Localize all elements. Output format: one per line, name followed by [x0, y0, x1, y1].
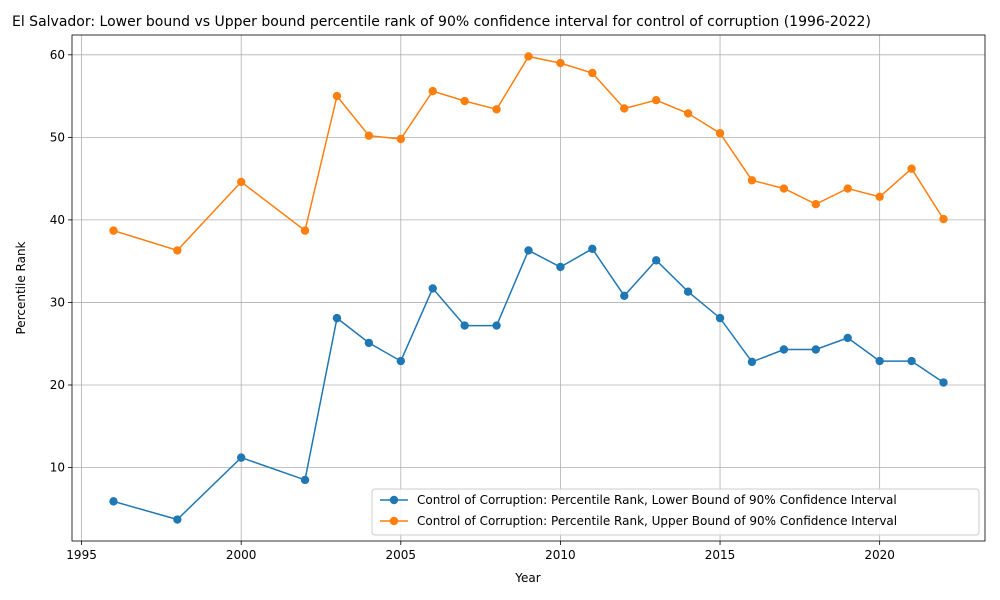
x-tick-label: 2000 — [226, 548, 257, 562]
series-upper-bound — [109, 52, 948, 255]
data-point — [524, 52, 533, 61]
data-point — [173, 246, 182, 255]
data-point — [779, 345, 789, 354]
y-axis-ticks: 10 20 30 40 50 60 — [50, 48, 72, 475]
data-point — [811, 200, 821, 209]
data-point — [492, 105, 501, 114]
y-tick-label: 60 — [50, 48, 65, 62]
data-point — [460, 96, 469, 106]
y-axis-label: Percentile Rank — [14, 241, 28, 334]
x-tick-label: 2010 — [545, 548, 576, 562]
y-tick-label: 20 — [50, 378, 65, 392]
data-point — [683, 109, 693, 118]
series-layer — [109, 52, 948, 524]
data-point — [300, 475, 310, 485]
y-tick-label: 50 — [50, 130, 65, 144]
data-point — [939, 378, 948, 387]
data-point — [524, 246, 533, 255]
data-point — [875, 356, 884, 366]
data-point — [428, 86, 437, 96]
legend-box — [371, 488, 980, 536]
data-point — [939, 214, 948, 224]
data-point — [300, 226, 310, 235]
data-point — [715, 129, 725, 138]
x-axis-ticks: 1995 2000 2005 2010 2015 2020 — [66, 541, 895, 562]
chart-title: El Salvador: Lower bound vs Upper bound … — [12, 14, 871, 30]
data-point — [460, 321, 469, 330]
y-tick-label: 40 — [50, 213, 65, 227]
y-tick-label: 30 — [50, 295, 65, 309]
data-point — [109, 497, 118, 506]
data-point — [875, 192, 884, 201]
series-lower-bound — [109, 244, 948, 524]
x-tick-label: 2005 — [386, 548, 417, 562]
legend-marker — [389, 495, 399, 505]
data-point — [396, 356, 406, 366]
data-point — [109, 226, 118, 235]
data-point — [620, 104, 629, 113]
data-point — [236, 453, 246, 462]
data-point — [843, 333, 852, 343]
data-point — [556, 262, 565, 272]
data-point — [651, 96, 661, 105]
data-point — [364, 131, 374, 140]
data-point — [683, 287, 693, 296]
data-point — [651, 256, 661, 265]
data-point — [907, 356, 916, 366]
data-point — [747, 357, 757, 367]
data-point — [396, 134, 406, 144]
data-point — [492, 321, 501, 330]
x-axis-label: Year — [514, 571, 540, 585]
legend-label: Control of Corruption: Percentile Rank, … — [417, 493, 897, 507]
legend-marker — [389, 516, 399, 526]
x-tick-label: 2015 — [705, 548, 736, 562]
plot-frame — [71, 34, 986, 542]
data-point — [843, 184, 852, 193]
data-point — [811, 345, 821, 354]
data-point — [588, 68, 597, 78]
y-tick-label: 10 — [50, 461, 65, 475]
series-line — [113, 247, 944, 521]
x-tick-label: 1995 — [66, 548, 97, 562]
data-point — [715, 313, 725, 323]
data-point — [332, 91, 342, 101]
x-tick-label: 2020 — [864, 548, 895, 562]
legend-label: Control of Corruption: Percentile Rank, … — [417, 514, 897, 528]
data-point — [173, 515, 182, 524]
series-line — [113, 55, 945, 252]
data-point — [779, 184, 789, 193]
data-point — [588, 244, 597, 253]
grid-lines — [72, 35, 985, 541]
data-point — [364, 338, 374, 348]
data-point — [747, 176, 757, 185]
data-point — [428, 284, 437, 293]
data-point — [236, 177, 246, 187]
data-point — [332, 313, 342, 323]
legend: Control of Corruption: Percentile Rank, … — [371, 488, 980, 536]
data-point — [907, 164, 916, 173]
data-point — [620, 291, 629, 301]
data-point — [556, 58, 565, 68]
